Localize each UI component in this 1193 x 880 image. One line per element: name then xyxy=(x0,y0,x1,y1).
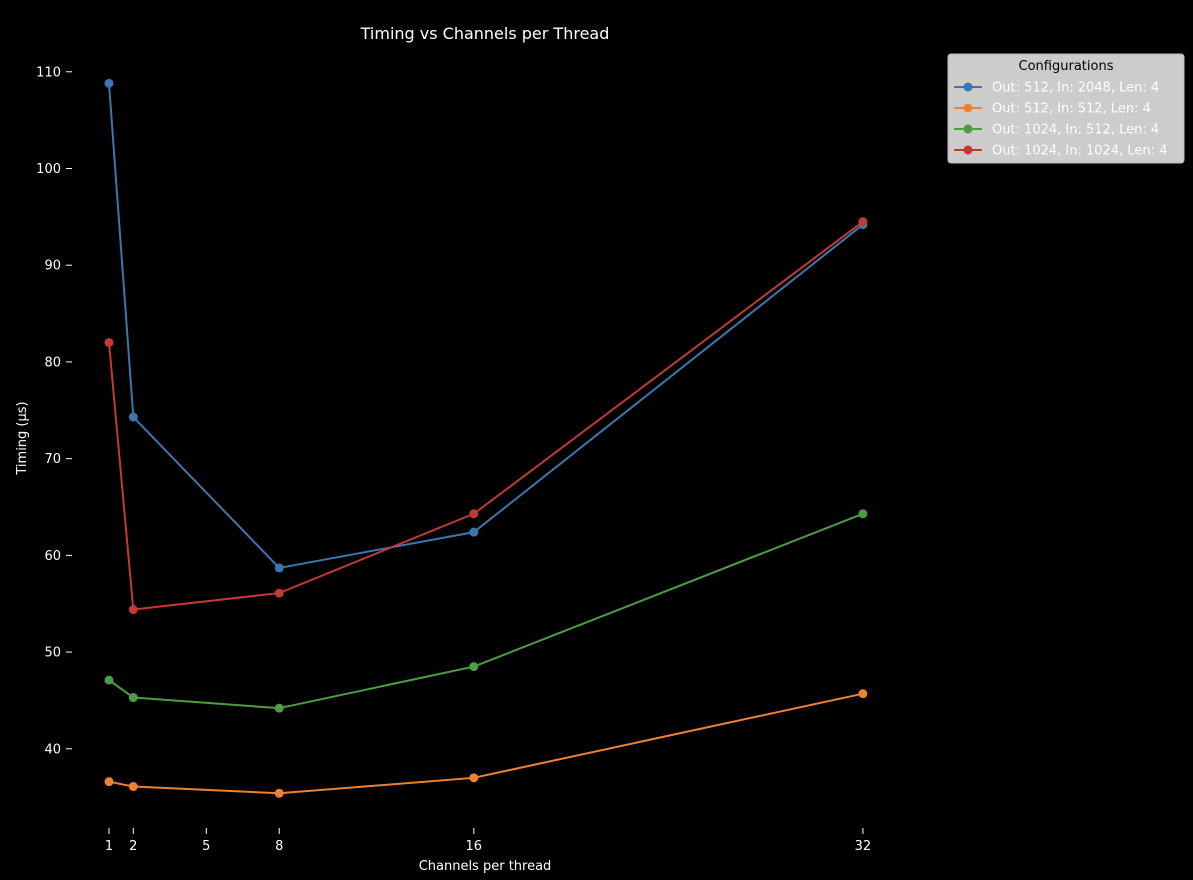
series-2 xyxy=(104,689,868,798)
legend-item: Out: 512, In: 512, Len: 4 xyxy=(954,102,1151,117)
legend-title: Configurations xyxy=(1019,59,1114,74)
data-point xyxy=(858,217,868,227)
x-axis: 1 2 5 8 16 32 xyxy=(105,828,871,854)
y-axis: 40 50 60 70 80 90 100 110 xyxy=(36,65,72,757)
y-tick-label: 70 xyxy=(44,452,61,467)
y-tick-label: 50 xyxy=(44,646,61,661)
data-point xyxy=(858,689,868,699)
legend-swatch-marker xyxy=(963,124,973,134)
data-point xyxy=(128,693,138,703)
legend-label: Out: 512, In: 2048, Len: 4 xyxy=(992,81,1159,96)
y-tick-label: 40 xyxy=(44,742,61,757)
series-3 xyxy=(104,509,868,713)
data-point xyxy=(104,78,114,88)
legend-item: Out: 1024, In: 512, Len: 4 xyxy=(954,123,1159,138)
data-point xyxy=(469,773,479,783)
x-tick-label: 32 xyxy=(855,839,872,854)
data-point xyxy=(274,563,284,573)
x-tick-label: 5 xyxy=(202,839,210,854)
data-point xyxy=(104,777,114,787)
data-point xyxy=(469,662,479,672)
y-tick-label: 90 xyxy=(44,259,61,274)
x-axis-title: Channels per thread xyxy=(419,859,552,874)
data-point xyxy=(104,338,114,348)
y-tick-label: 100 xyxy=(36,162,61,177)
data-point xyxy=(128,605,138,615)
series-line xyxy=(108,692,864,795)
series-4 xyxy=(104,217,868,615)
y-tick-label: 60 xyxy=(44,549,61,564)
series-line xyxy=(108,512,864,710)
data-point xyxy=(128,412,138,422)
x-tick-label: 1 xyxy=(105,839,113,854)
data-point xyxy=(858,509,868,519)
data-point xyxy=(274,588,284,598)
legend-label: Out: 512, In: 512, Len: 4 xyxy=(992,102,1151,117)
series-line xyxy=(108,220,864,611)
legend-item: Out: 512, In: 2048, Len: 4 xyxy=(954,81,1159,96)
legend: Configurations Out: 512, In: 2048, Len: … xyxy=(947,53,1185,164)
x-tick-label: 8 xyxy=(275,839,283,854)
data-point xyxy=(469,527,479,537)
data-point xyxy=(469,509,479,519)
legend-swatch-marker xyxy=(963,103,973,113)
y-axis-title: Timing (µs) xyxy=(15,401,30,475)
legend-swatch-marker xyxy=(963,82,973,92)
y-tick-label: 80 xyxy=(44,355,61,370)
legend-item: Out: 1024, In: 1024, Len: 4 xyxy=(954,144,1167,159)
legend-box xyxy=(947,53,1185,164)
y-tick-label: 110 xyxy=(36,65,61,80)
legend-label: Out: 1024, In: 1024, Len: 4 xyxy=(992,144,1167,159)
x-tick-label: 2 xyxy=(129,839,137,854)
x-tick-label: 16 xyxy=(466,839,483,854)
chart-title: Timing vs Channels per Thread xyxy=(360,24,610,43)
data-point xyxy=(274,703,284,713)
data-point xyxy=(128,782,138,792)
legend-label: Out: 1024, In: 512, Len: 4 xyxy=(992,123,1159,138)
series-layer xyxy=(104,78,868,798)
series-line xyxy=(108,83,864,570)
series-1 xyxy=(104,78,868,573)
data-point xyxy=(104,675,114,685)
data-point xyxy=(274,788,284,798)
legend-swatch-marker xyxy=(963,145,973,155)
